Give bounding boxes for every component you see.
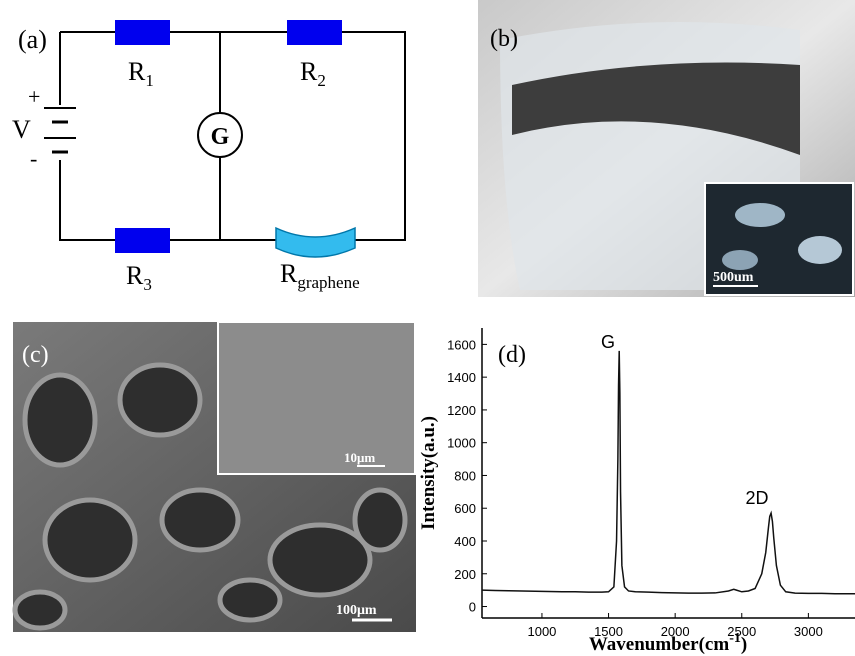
source-label: V [12,115,31,144]
peak-annotation: G [601,332,615,352]
x-tick-label: 2000 [661,624,690,639]
graphene-resistor [276,228,355,257]
x-tick-label: 1000 [527,624,556,639]
spectrum-line [482,351,855,594]
x-tick-label: 2500 [727,624,756,639]
photo: (b) 500um [478,0,855,297]
scale-label: 500um [713,270,754,285]
label-sub: 2 [317,71,326,90]
panel-label: (c) [22,342,49,368]
pore [722,250,758,270]
pore [798,236,842,264]
sem-inset [218,322,415,474]
panel-label: (b) [490,26,518,52]
resistor-label: R2 [300,57,326,90]
raman-chart: (d) Intensity(a.u.) Wavenumber(cm-1) 020… [418,328,855,655]
scale-label: 10μm [344,450,375,465]
figure: (a) R1 R2 R3 Rgraphene V + - G (b) 500um… [0,0,855,656]
label-sub: graphene [297,273,359,292]
minus-sign: - [30,146,37,171]
y-tick-label: 400 [454,534,476,549]
y-tick-label: 1600 [447,337,476,352]
y-tick-label: 0 [469,600,476,615]
scale-label: 100μm [336,603,377,618]
label-sub: 3 [143,275,152,294]
label-base: R [280,259,298,288]
panel-label: (a) [18,25,47,54]
peak-annotation: 2D [745,488,768,508]
resistor-label: Rgraphene [280,259,360,292]
resistor-label: R3 [126,261,152,294]
label-base: R [128,57,146,86]
resistor [287,20,342,45]
sem-image: (c) 10μm 100μm [13,322,416,632]
y-tick-label: 800 [454,468,476,483]
y-tick-label: 1000 [447,436,476,451]
panel-label: (d) [498,342,526,368]
plus-sign: + [28,84,40,109]
y-tick-label: 1200 [447,403,476,418]
galvanometer-label: G [211,124,230,150]
pore [735,203,785,227]
y-axis-label: Intensity(a.u.) [418,416,439,530]
resistor-label: R1 [128,57,154,90]
y-tick-label: 200 [454,567,476,582]
label-base: R [126,261,144,290]
x-tick-label: 3000 [794,624,823,639]
x-tick-label: 1500 [594,624,623,639]
resistor [115,20,170,45]
resistor [115,228,170,253]
y-tick-label: 600 [454,501,476,516]
label-sub: 1 [145,71,154,90]
label-base: R [300,57,318,86]
y-tick-label: 1400 [447,370,476,385]
